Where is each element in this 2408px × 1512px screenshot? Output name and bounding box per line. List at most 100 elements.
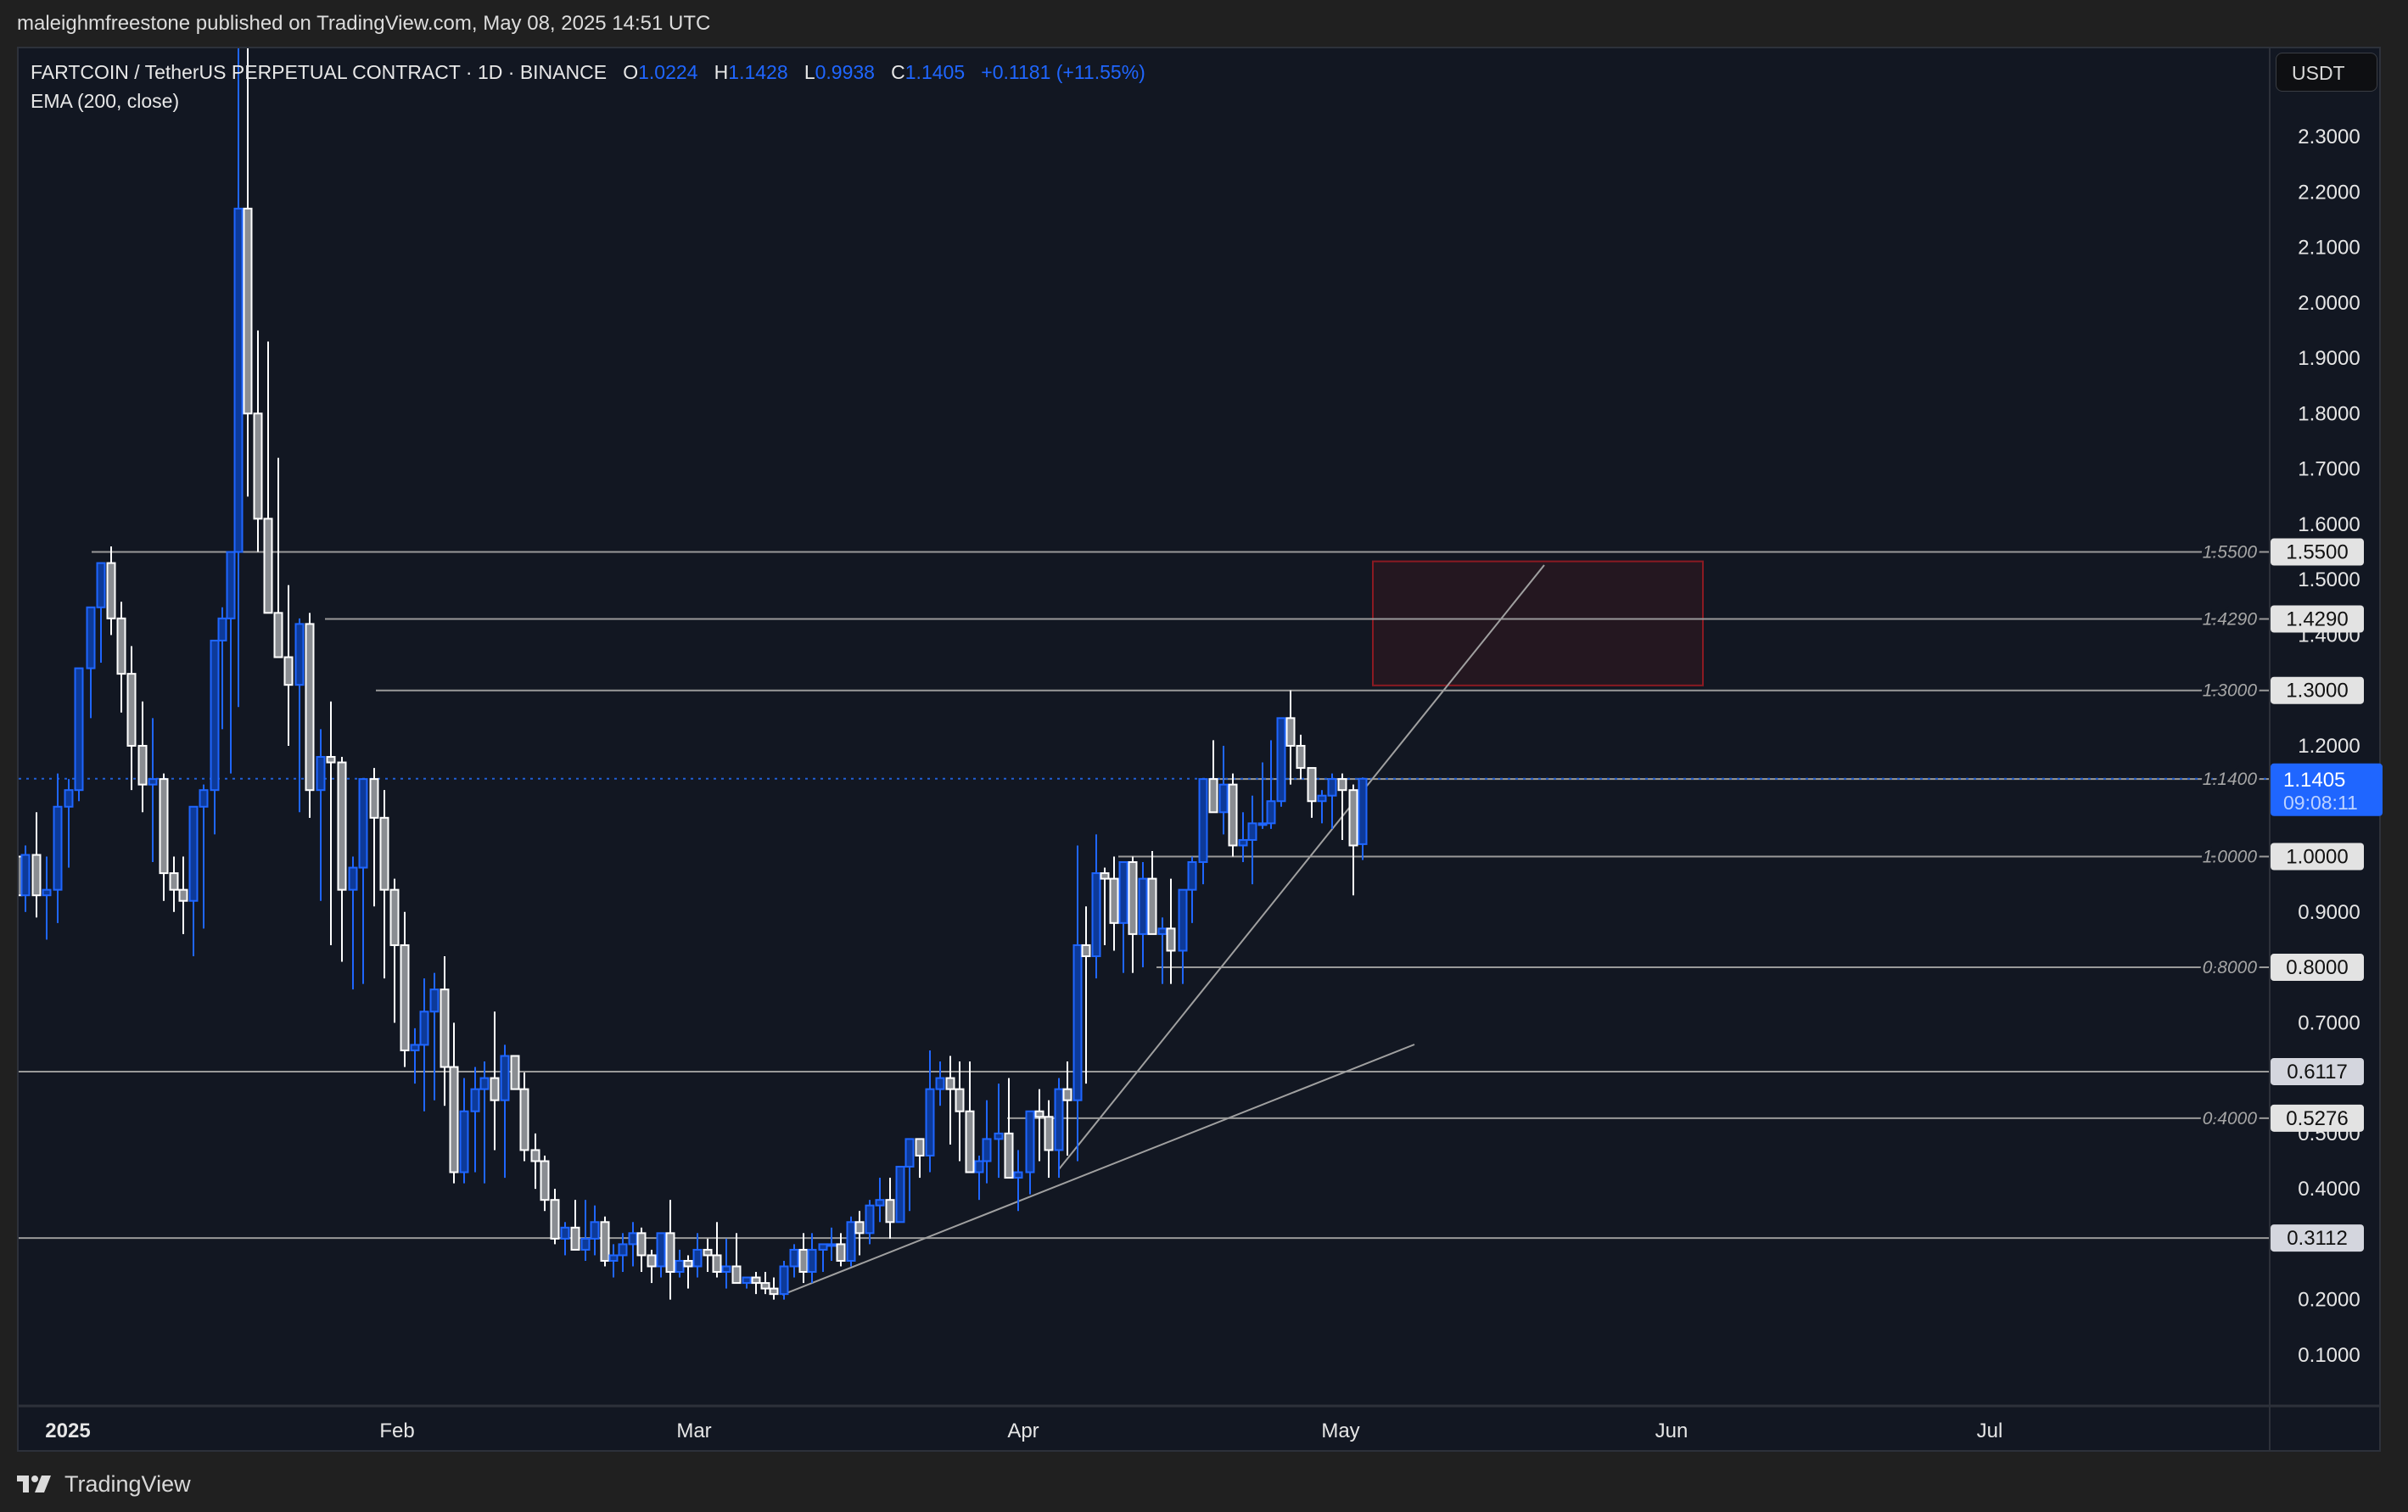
price-tick-label: 1.6000: [2298, 513, 2360, 536]
bearish-candle: [683, 1259, 693, 1268]
bearish-candle: [540, 1160, 550, 1201]
currency-button[interactable]: USDT: [2276, 53, 2377, 92]
bullish-candle: [904, 1138, 915, 1168]
time-axis-label: Jul: [1977, 1420, 2003, 1442]
bullish-candle: [1091, 872, 1101, 957]
bullish-candle: [580, 1237, 591, 1251]
bearish-candle: [955, 1088, 965, 1112]
bullish-candle: [316, 756, 326, 792]
bearish-candle: [379, 816, 389, 891]
bearish-candle: [263, 518, 273, 614]
bearish-candle: [836, 1243, 846, 1262]
time-axis-label: Apr: [1007, 1420, 1039, 1442]
bullish-candle: [608, 1254, 619, 1262]
level-price-badge: [2271, 538, 2364, 566]
bullish-candle: [479, 1077, 490, 1090]
bearish-candle: [389, 888, 400, 946]
close-label: C: [891, 61, 905, 83]
bullish-candle: [1276, 717, 1286, 803]
bullish-candle: [53, 805, 63, 891]
bearish-candle: [1100, 872, 1110, 880]
time-axis-label: May: [1321, 1420, 1359, 1442]
bullish-candle: [1138, 877, 1148, 935]
bearish-candle: [1147, 877, 1157, 935]
bullish-candle: [429, 988, 440, 1013]
symbol-line: FARTCOIN / TetherUS PERPETUAL CONTRACT ·…: [31, 58, 1145, 87]
price-tick-label: 0.9000: [2298, 901, 2360, 924]
bearish-candle: [305, 623, 315, 792]
time-axis-label: Jun: [1655, 1420, 1688, 1442]
bullish-candle: [1266, 800, 1276, 825]
level-price-label: 1.1400: [2203, 770, 2258, 789]
bearish-candle: [760, 1282, 770, 1290]
bearish-candle: [1034, 1110, 1044, 1118]
bearish-candle: [1044, 1116, 1054, 1151]
bullish-candle: [1327, 778, 1337, 797]
plot-area[interactable]: [14, 0, 2270, 1300]
bearish-candle: [945, 1077, 955, 1090]
time-axis-label: Mar: [676, 1420, 711, 1442]
bearish-candle: [965, 1110, 975, 1173]
bearish-candle: [1307, 767, 1317, 803]
bullish-candle: [96, 562, 106, 608]
bearish-candle: [1285, 717, 1296, 747]
change-value: +0.1181 (+11.55%): [981, 61, 1145, 83]
bearish-candle: [1166, 927, 1176, 952]
bearish-candle: [178, 888, 188, 902]
bullish-candle: [210, 639, 220, 792]
bullish-candle: [721, 1265, 731, 1274]
bearish-candle: [647, 1254, 657, 1268]
bullish-candle: [199, 789, 209, 808]
level-price-badge-text: 0.3112: [2287, 1227, 2348, 1250]
price-tick-label: 2.0000: [2298, 292, 2360, 315]
bullish-candle: [217, 617, 227, 641]
level-price-label: 1.4290: [2203, 610, 2258, 630]
indicator-line[interactable]: EMA (200, close): [31, 90, 180, 112]
bullish-candle: [1187, 861, 1197, 891]
bullish-candle: [1157, 927, 1168, 935]
bearish-candle: [530, 1149, 540, 1162]
bearish-candle: [731, 1265, 742, 1285]
supply-zone-rectangle: [1372, 560, 1704, 686]
bullish-candle: [294, 623, 305, 686]
price-tick-label: 1.9000: [2298, 347, 2360, 370]
price-tick-label: 2.1000: [2298, 237, 2360, 260]
bullish-candle: [1054, 1088, 1064, 1151]
bearish-candle: [636, 1232, 647, 1257]
price-tick-label: 2.3000: [2298, 126, 2360, 148]
close-value: 1.1405: [904, 61, 966, 83]
level-price-badge-text: 0.8000: [2286, 956, 2348, 979]
level-price-badge-text: 1.5500: [2286, 541, 2348, 564]
bearish-candle: [1004, 1132, 1014, 1179]
bearish-candle: [519, 1088, 529, 1151]
open-label: O: [623, 61, 639, 83]
bearish-candle: [550, 1199, 560, 1240]
high-label: H: [714, 61, 729, 83]
chart-frame: [17, 47, 2381, 1452]
bearish-candle: [915, 1138, 925, 1156]
bullish-candle: [1025, 1110, 1035, 1173]
bearish-candle: [885, 1199, 895, 1224]
bearish-candle: [243, 207, 253, 415]
publisher-line: maleighmfreestone published on TradingVi…: [17, 12, 711, 35]
bullish-candle: [1013, 1171, 1023, 1179]
bullish-candle: [994, 1132, 1004, 1140]
bearish-candle: [1228, 783, 1238, 847]
level-price-label: 1.5500: [2203, 543, 2258, 563]
bearish-candle: [283, 656, 294, 686]
level-price-badge: [2271, 1104, 2364, 1132]
publish-header: maleighmfreestone published on TradingVi…: [0, 0, 2408, 47]
bullish-candle: [470, 1088, 480, 1112]
bullish-candle: [742, 1276, 752, 1285]
symbol-name[interactable]: FARTCOIN / TetherUS PERPETUAL CONTRACT ·…: [31, 61, 608, 83]
bullish-candle: [226, 551, 236, 619]
level-price-badge: [2271, 843, 2364, 871]
bullish-candle: [935, 1077, 945, 1090]
bearish-candle: [440, 988, 450, 1068]
bearish-candle: [159, 778, 169, 875]
bullish-candle: [807, 1248, 817, 1274]
bullish-candle: [656, 1232, 666, 1268]
bullish-candle: [1317, 794, 1327, 803]
bullish-candle: [1178, 888, 1188, 952]
